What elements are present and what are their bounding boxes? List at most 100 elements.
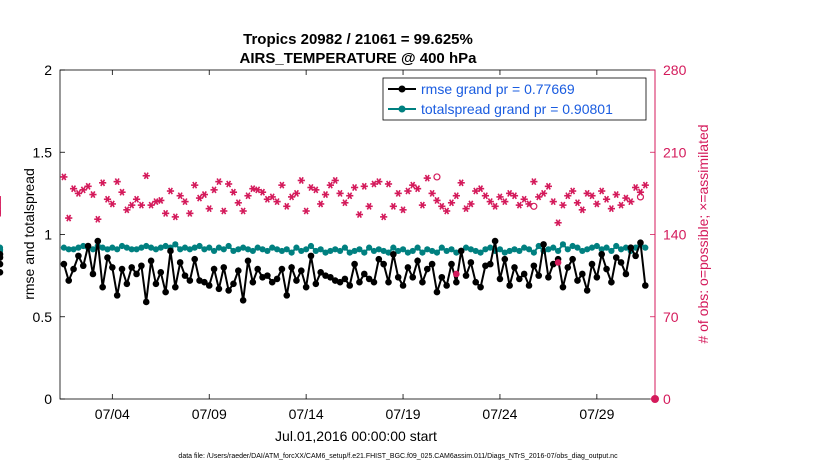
totalspread-point bbox=[390, 244, 397, 251]
totalspread-point bbox=[172, 241, 179, 248]
obs-assimilated-marker bbox=[205, 205, 213, 213]
obs-assimilated-marker bbox=[559, 201, 567, 209]
totalspread-point bbox=[341, 244, 349, 251]
rmse-point bbox=[142, 298, 150, 306]
rmse-point bbox=[118, 265, 126, 273]
totalspread-point bbox=[564, 246, 571, 253]
y-axis-left: 0 0.5 1 1.5 2 bbox=[33, 62, 65, 407]
totalspread-point bbox=[215, 244, 223, 251]
obs-assimilated-marker bbox=[331, 176, 339, 184]
rmse-point bbox=[244, 257, 252, 265]
totalspread-point bbox=[109, 244, 116, 251]
rmse-point bbox=[375, 255, 383, 263]
rmse-point bbox=[264, 272, 271, 279]
totalspread-point bbox=[123, 244, 130, 251]
rmse-point bbox=[84, 242, 92, 250]
obs-assimilated-marker bbox=[234, 199, 242, 207]
rmse-point bbox=[152, 280, 160, 288]
rmse-point bbox=[642, 282, 649, 289]
rmse-point bbox=[622, 270, 630, 278]
obs-assimilated-marker bbox=[65, 214, 73, 222]
totalspread-point bbox=[443, 247, 450, 255]
obs-assimilated-marker bbox=[229, 188, 238, 196]
obs-assimilated-marker bbox=[103, 195, 112, 203]
totalspread-point bbox=[298, 247, 305, 255]
legend: rmse grand pr = 0.77669 totalspread gran… bbox=[382, 77, 647, 121]
obs-assimilated-marker bbox=[108, 200, 116, 208]
rmse-point bbox=[486, 260, 494, 268]
obs-assimilated-marker bbox=[583, 189, 591, 197]
obs-assimilated-marker bbox=[350, 183, 359, 192]
y-tick-label-left: 0.5 bbox=[33, 309, 53, 325]
rmse-point bbox=[530, 262, 538, 270]
rmse-point bbox=[70, 265, 77, 273]
totalspread-point bbox=[70, 246, 77, 253]
rmse-point bbox=[501, 255, 509, 263]
totalspread-point bbox=[249, 247, 256, 255]
legend-spread-marker bbox=[398, 105, 406, 113]
obs-assimilated-marker bbox=[215, 178, 223, 186]
obs-assimilated-marker bbox=[254, 186, 262, 194]
totalspread-point bbox=[346, 249, 353, 256]
totalspread-point bbox=[99, 244, 106, 251]
obs-drop-marker bbox=[554, 259, 562, 266]
totalspread-point bbox=[598, 246, 605, 253]
obs-assimilated-marker bbox=[302, 207, 310, 215]
totalspread-point bbox=[569, 242, 576, 250]
obs-assimilated-marker bbox=[501, 198, 509, 206]
x-axis-label: Jul.01,2016 00:00:00 start bbox=[275, 428, 437, 444]
obs-assimilated-marker bbox=[249, 185, 257, 193]
rmse-point bbox=[351, 260, 358, 268]
rmse-point bbox=[341, 275, 349, 283]
totalspread-point bbox=[327, 247, 334, 255]
obs-assimilated-marker bbox=[496, 193, 504, 201]
totalspread-point bbox=[559, 241, 567, 248]
totalspread-point bbox=[312, 247, 319, 255]
totalspread-point bbox=[322, 249, 329, 256]
totalspread-point bbox=[579, 247, 586, 255]
totalspread-point bbox=[278, 247, 286, 255]
totalspread-point bbox=[283, 246, 290, 253]
totalspread-point bbox=[0, 246, 4, 253]
obs-assimilated-marker bbox=[84, 182, 92, 190]
rmse-point bbox=[215, 285, 223, 293]
y-tick-label-right: 140 bbox=[663, 227, 687, 243]
totalspread-point bbox=[462, 244, 470, 251]
obs-assimilated-marker bbox=[544, 182, 553, 190]
totalspread-point bbox=[593, 242, 600, 250]
obs-assimilated-marker bbox=[632, 183, 640, 192]
obs-assimilated-marker bbox=[462, 205, 470, 213]
x-tick-label: 07/04 bbox=[95, 406, 130, 422]
totalspread-point bbox=[157, 244, 164, 251]
legend-rmse-marker bbox=[398, 85, 406, 93]
obs-assimilated-marker bbox=[491, 202, 499, 210]
obs-assimilated-marker bbox=[317, 200, 325, 208]
rmse-point bbox=[225, 287, 232, 294]
rmse-point bbox=[79, 262, 87, 270]
obs-assimilated-marker bbox=[162, 209, 170, 217]
obs-assimilated-marker bbox=[554, 219, 562, 227]
rmse-point bbox=[336, 278, 344, 286]
obs-assimilated-marker bbox=[181, 198, 189, 206]
obs-assimilated-marker bbox=[486, 198, 494, 206]
x-tick-label: 07/19 bbox=[386, 406, 421, 422]
rmse-point bbox=[191, 255, 198, 263]
rmse-point bbox=[496, 275, 504, 283]
rmse-point bbox=[220, 264, 228, 271]
rmse-point bbox=[545, 273, 552, 281]
rmse-point bbox=[293, 277, 300, 284]
obs-assimilated-marker bbox=[539, 189, 548, 197]
rmse-point bbox=[317, 269, 324, 276]
rmse-point bbox=[559, 283, 567, 291]
rmse-point bbox=[297, 267, 305, 274]
obs-assimilated-marker bbox=[598, 187, 606, 195]
obs-assimilated-marker bbox=[389, 202, 397, 210]
rmse-point bbox=[516, 275, 523, 283]
rmse-point bbox=[307, 252, 315, 260]
rmse-point bbox=[239, 297, 247, 304]
obs-assimilated-marker bbox=[588, 192, 596, 200]
obs-assimilated-marker bbox=[171, 213, 179, 221]
chart-subtitle: AIRS_TEMPERATURE @ 400 hPa bbox=[240, 50, 478, 67]
totalspread-point bbox=[496, 246, 504, 253]
rmse-point bbox=[75, 252, 82, 260]
